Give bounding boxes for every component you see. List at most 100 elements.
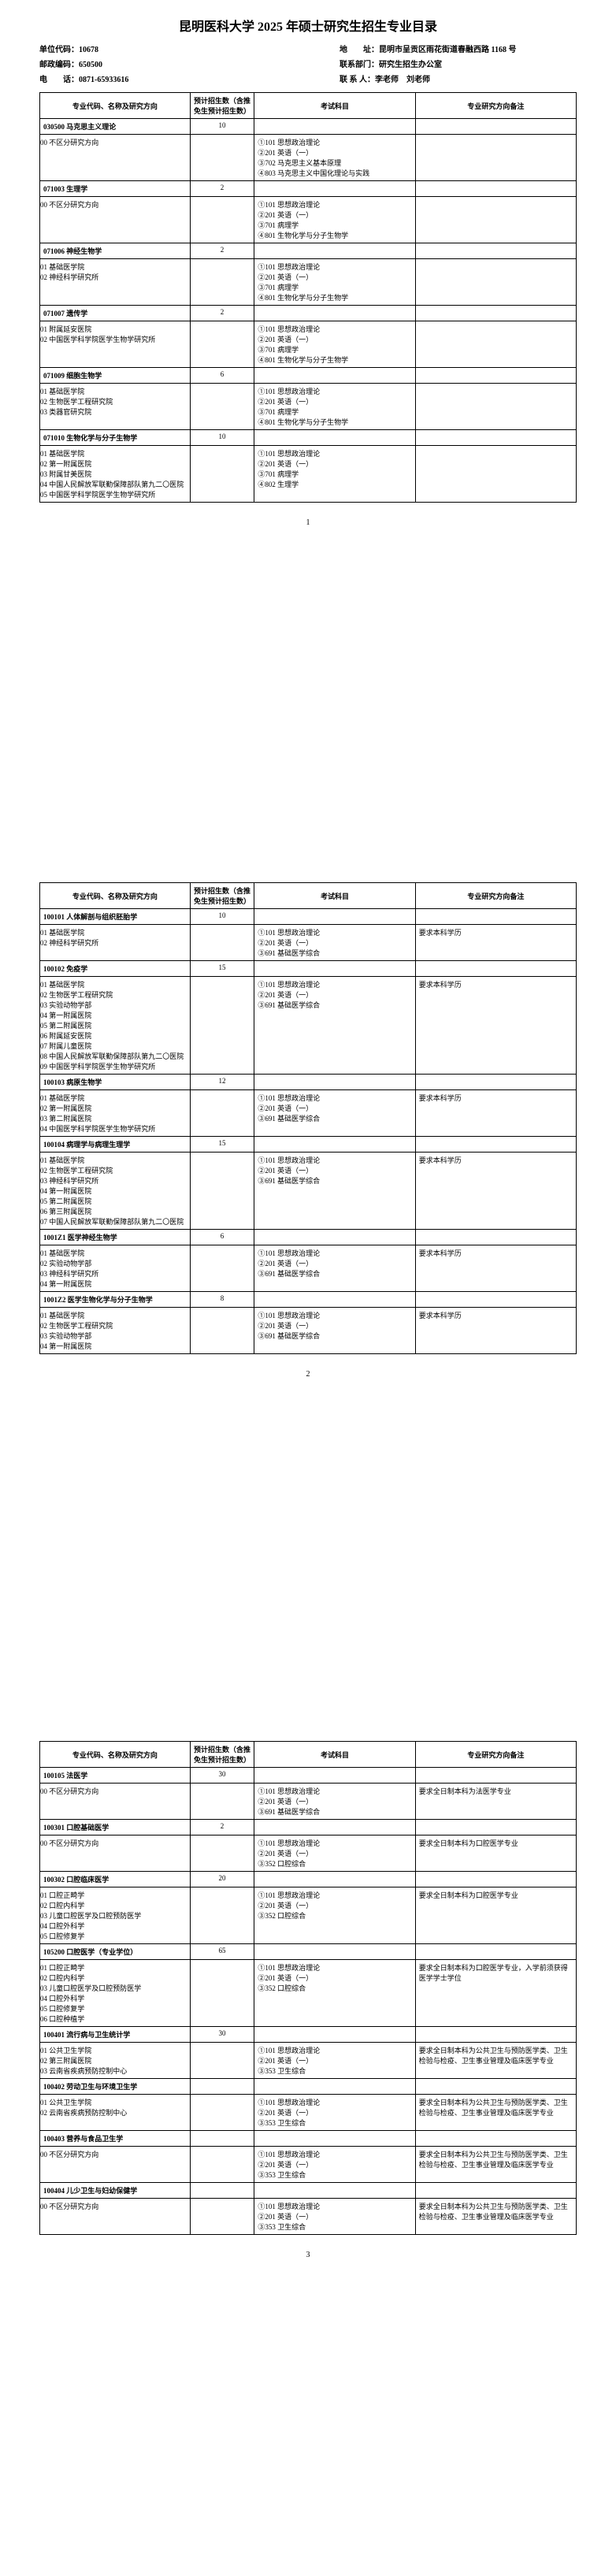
cell-exam [254, 306, 415, 321]
cell-quota [190, 2043, 254, 2079]
cell-major: 1001Z1 医学神经生物学 [40, 1230, 191, 1245]
page-number: 1 [39, 518, 577, 527]
cell-major: 100102 免疫学 [40, 961, 191, 977]
cell-note [415, 1230, 576, 1245]
cell-quota [190, 2131, 254, 2147]
cell-major: 01 基础医学院02 生物医学工程研究院03 类器官研究院 [40, 384, 191, 430]
cell-quota [190, 2079, 254, 2095]
cell-quota [190, 1960, 254, 2027]
cell-quota [190, 925, 254, 961]
table-row: 071010 生物化学与分子生物学 10 [40, 430, 577, 446]
cell-major: 071006 神经生物学 [40, 243, 191, 259]
cell-note [415, 2183, 576, 2199]
cell-exam: ①101 思想政治理论②201 英语（一）③691 基础医学综合 [254, 1308, 415, 1354]
cell-exam [254, 1230, 415, 1245]
cell-major: 01 口腔正畸学02 口腔内科学03 儿童口腔医学及口腔预防医学04 口腔外科学… [40, 1960, 191, 2027]
table-row: 100403 营养与食品卫生学 [40, 2131, 577, 2147]
table-row: 00 不区分研究方向 ①101 思想政治理论②201 英语（一）③353 卫生综… [40, 2199, 577, 2235]
table-row: 100301 口腔基础医学 2 [40, 1820, 577, 1835]
table-row: 01 口腔正畸学02 口腔内科学03 儿童口腔医学及口腔预防医学04 口腔外科学… [40, 1960, 577, 2027]
cell-exam [254, 1292, 415, 1308]
cell-quota [190, 1153, 254, 1230]
cell-note: 要求全日制本科为公共卫生与预防医学类、卫生检验与检疫、卫生事业管理及临床医学专业 [415, 2043, 576, 2079]
table-row: 100102 免疫学 15 [40, 961, 577, 977]
cell-quota [190, 197, 254, 243]
cell-major: 100101 人体解剖与组织胚胎学 [40, 909, 191, 925]
cell-note [415, 321, 576, 368]
cell-major: 01 基础医学院02 神经科学研究所 [40, 259, 191, 306]
cell-note: 要求本科学历 [415, 925, 576, 961]
cell-exam [254, 909, 415, 925]
cell-note: 要求本科学历 [415, 1308, 576, 1354]
cell-note: 要求全日制本科为口腔医学专业 [415, 1835, 576, 1872]
cell-exam [254, 430, 415, 446]
cell-note: 要求本科学历 [415, 1153, 576, 1230]
table-row: 071006 神经生物学 2 [40, 243, 577, 259]
cell-exam [254, 1872, 415, 1887]
th-major: 专业代码、名称及研究方向 [40, 1742, 191, 1768]
cell-quota [190, 1784, 254, 1820]
cell-exam [254, 243, 415, 259]
cell-quota: 2 [190, 181, 254, 197]
table-row: 100105 法医学 30 [40, 1768, 577, 1784]
page-number: 3 [39, 2251, 577, 2259]
cell-quota [190, 321, 254, 368]
cell-exam: ①101 思想政治理论②201 英语（一）③701 病理学④801 生物化学与分… [254, 321, 415, 368]
th-major: 专业代码、名称及研究方向 [40, 93, 191, 119]
cell-quota: 30 [190, 1768, 254, 1784]
cell-quota [190, 1245, 254, 1292]
cell-note: 要求全日制本科为口腔医学专业 [415, 1887, 576, 1944]
th-quota: 预计招生数（含推免生预计招生数） [190, 1742, 254, 1768]
th-exam: 考试科目 [254, 93, 415, 119]
cell-exam [254, 119, 415, 135]
cell-quota: 15 [190, 961, 254, 977]
cell-exam: ①101 思想政治理论②201 英语（一）③353 卫生综合 [254, 2199, 415, 2235]
cell-major: 105200 口腔医学（专业学位） [40, 1944, 191, 1960]
cell-note [415, 909, 576, 925]
table-row: 00 不区分研究方向 ①101 思想政治理论②201 英语（一）③702 马克思… [40, 135, 577, 181]
cell-note: 要求全日制本科为公共卫生与预防医学类、卫生检验与检疫、卫生事业管理及临床医学专业 [415, 2199, 576, 2235]
table-row: 01 基础医学院02 生物医学工程研究院03 实验动物学部04 第一附属医院05… [40, 977, 577, 1075]
cell-note: 要求本科学历 [415, 1090, 576, 1137]
doc-title: 昆明医科大学 2025 年硕士研究生招生专业目录 [39, 16, 577, 35]
cell-major: 00 不区分研究方向 [40, 1784, 191, 1820]
cell-note: 要求全日制本科为公共卫生与预防医学类、卫生检验与检疫、卫生事业管理及临床医学专业 [415, 2095, 576, 2131]
cell-note [415, 197, 576, 243]
page: 昆明医科大学 2025 年硕士研究生招生专业目录单位代码：10678地 址：昆明… [0, 0, 616, 859]
cell-quota [190, 2183, 254, 2199]
cell-note [415, 1944, 576, 1960]
cell-quota [190, 2147, 254, 2183]
cell-major: 01 基础医学院02 生物医学工程研究院03 神经科学研究所04 第一附属医院0… [40, 1153, 191, 1230]
cell-major: 01 基础医学院02 第一附属医院03 附属甘美医院04 中国人民解放军联勤保障… [40, 446, 191, 503]
table-row: 00 不区分研究方向 ①101 思想政治理论②201 英语（一）③701 病理学… [40, 197, 577, 243]
cell-quota: 20 [190, 1872, 254, 1887]
cell-quota: 2 [190, 243, 254, 259]
cell-note [415, 135, 576, 181]
cell-quota: 10 [190, 119, 254, 135]
cell-exam [254, 368, 415, 384]
cell-exam: ①101 思想政治理论②201 英语（一）③353 卫生综合 [254, 2147, 415, 2183]
cell-quota [190, 1308, 254, 1354]
cell-exam: ①101 思想政治理论②201 英语（一）③691 基础医学综合 [254, 1090, 415, 1137]
cell-exam: ①101 思想政治理论②201 英语（一）③701 病理学④801 生物化学与分… [254, 384, 415, 430]
cell-quota [190, 2095, 254, 2131]
th-exam: 考试科目 [254, 883, 415, 909]
page-number: 2 [39, 1370, 577, 1379]
table-row: 1001Z2 医学生物化学与分子生物学 8 [40, 1292, 577, 1308]
cell-exam: ①101 思想政治理论②201 英语（一）③353 卫生综合 [254, 2095, 415, 2131]
address: 地 址：昆明市呈贡区雨花街道春融西路 1168 号 [276, 43, 577, 54]
table-row: 071009 细胞生物学 6 [40, 368, 577, 384]
table-row: 100104 病理学与病理生理学 15 [40, 1137, 577, 1153]
contact: 联 系 人：李老师 刘老师 [276, 72, 577, 84]
table-row: 105200 口腔医学（专业学位） 65 [40, 1944, 577, 1960]
cell-note [415, 1137, 576, 1153]
cell-note: 要求本科学历 [415, 1245, 576, 1292]
table-row: 01 公共卫生学院02 第三附属医院03 云南省疾病预防控制中心 ①101 思想… [40, 2043, 577, 2079]
table-row: 01 基础医学院02 实验动物学部03 神经科学研究所04 第一附属医院 ①10… [40, 1245, 577, 1292]
dept: 联系部门：研究生招生办公室 [276, 58, 577, 69]
cell-note [415, 384, 576, 430]
table-row: 030500 马克思主义理论 10 [40, 119, 577, 135]
cell-note [415, 181, 576, 197]
table-row: 01 基础医学院02 生物医学工程研究院03 神经科学研究所04 第一附属医院0… [40, 1153, 577, 1230]
cell-note [415, 368, 576, 384]
